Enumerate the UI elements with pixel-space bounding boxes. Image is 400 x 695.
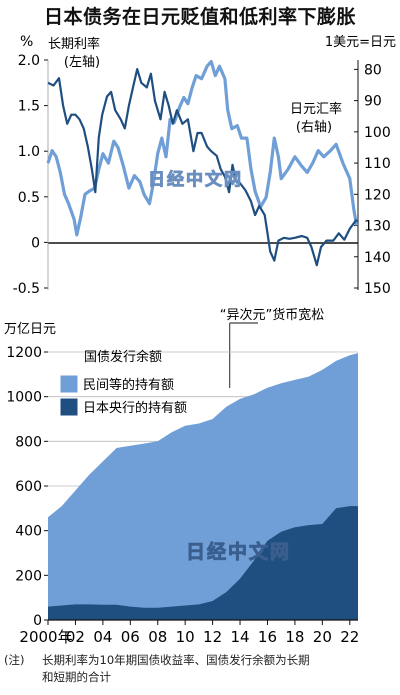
watermark-bottom: 日经中文网 xyxy=(186,540,291,563)
rate-fx-chart: % 1美元=日元 2.0 1.5 1.0 0.5 0 -0.5 80 90 100 110 120… xyxy=(13,34,396,297)
left-unit-label: % xyxy=(20,34,33,50)
legend-label-private: 民间等的持有额 xyxy=(83,377,174,393)
bottom-xtick-label: 14 xyxy=(230,628,249,646)
area-ylabel: 万亿日元 xyxy=(4,322,56,337)
bottom-xtick-label: 08 xyxy=(148,628,167,646)
top-right-ticks: 80 90 100 110 120 130 140 150 xyxy=(354,62,391,297)
area-annotation: “异次元”货币宽松 xyxy=(220,307,324,323)
top-left-tick-label: 1.5 xyxy=(18,99,40,115)
legend-label-boj: 日本央行的持有额 xyxy=(83,400,187,416)
top-right-tick-label: 90 xyxy=(364,94,382,110)
series-label-rate: 长期利率 xyxy=(48,36,100,52)
bottom-xtick-label: 02 xyxy=(66,628,85,646)
footnote-tag: (注) xyxy=(4,653,25,667)
fx-line xyxy=(46,60,359,237)
series-axisnote-rate: (左轴) xyxy=(64,55,100,70)
bottom-ytick-label: 0 xyxy=(33,613,42,629)
bottom-xtick-label: 18 xyxy=(285,628,304,646)
top-left-tick-label: 2.0 xyxy=(18,53,40,69)
bottom-xtick-label: 22 xyxy=(340,628,359,646)
bottom-xtick-label: 12 xyxy=(203,628,222,646)
bottom-xtick-label: 06 xyxy=(121,628,140,646)
bottom-yticks: 0 200 400 600 800 1000 1200 xyxy=(6,345,48,629)
top-left-tick-label: 0 xyxy=(31,235,40,251)
bottom-xtick-label: 16 xyxy=(258,628,277,646)
top-right-tick-label: 150 xyxy=(364,281,391,297)
top-left-tick-label: -0.5 xyxy=(13,281,40,297)
bottom-areas xyxy=(48,353,358,620)
right-unit-label: 1美元=日元 xyxy=(325,35,396,50)
legend-title: 国债发行余额 xyxy=(84,349,162,365)
bottom-ytick-label: 1000 xyxy=(6,390,42,406)
rate-line xyxy=(47,68,358,267)
series-label-fx: 日元汇率 xyxy=(290,101,342,117)
bottom-ytick-label: 1200 xyxy=(6,345,42,361)
top-right-tick-label: 110 xyxy=(364,156,391,172)
legend-swatch-private xyxy=(59,374,79,394)
footnote-line2: 和短期的合计 xyxy=(42,670,111,684)
bottom-xtick-label: 04 xyxy=(93,628,112,646)
bottom-ytick-label: 200 xyxy=(15,568,42,584)
top-left-tick-label: 0.5 xyxy=(18,190,40,206)
series-axisnote-fx: (右轴) xyxy=(296,120,332,135)
bottom-ytick-label: 600 xyxy=(15,479,42,495)
top-right-tick-label: 100 xyxy=(364,125,391,141)
footnote: (注) 长期利率为10年期国债收益率、国债发行余额为长期 和短期的合计 xyxy=(4,652,394,686)
bottom-ytick-label: 400 xyxy=(15,524,42,540)
area-boj xyxy=(48,506,358,620)
top-right-tick-label: 80 xyxy=(364,62,382,78)
top-left-ticks: 2.0 1.5 1.0 0.5 0 -0.5 xyxy=(13,53,48,297)
bottom-xtick-label: 10 xyxy=(176,628,195,646)
bottom-ytick-label: 800 xyxy=(15,434,42,450)
top-right-tick-label: 130 xyxy=(364,219,391,235)
bottom-xtick-label: 20 xyxy=(313,628,332,646)
bottom-xtick-label: 2000年 xyxy=(19,628,72,646)
watermark-top: 日经中文网 xyxy=(148,169,243,190)
top-right-tick-label: 120 xyxy=(364,187,391,203)
top-right-tick-label: 140 xyxy=(364,250,391,266)
top-left-tick-label: 1.0 xyxy=(18,144,40,160)
footnote-line1: 长期利率为10年期国债收益率、国债发行余额为长期 xyxy=(42,653,310,667)
top-series xyxy=(46,60,359,267)
chart-title: 日本债务在日元贬值和低利率下膨胀 xyxy=(43,6,356,28)
legend-swatch-boj xyxy=(59,397,79,417)
